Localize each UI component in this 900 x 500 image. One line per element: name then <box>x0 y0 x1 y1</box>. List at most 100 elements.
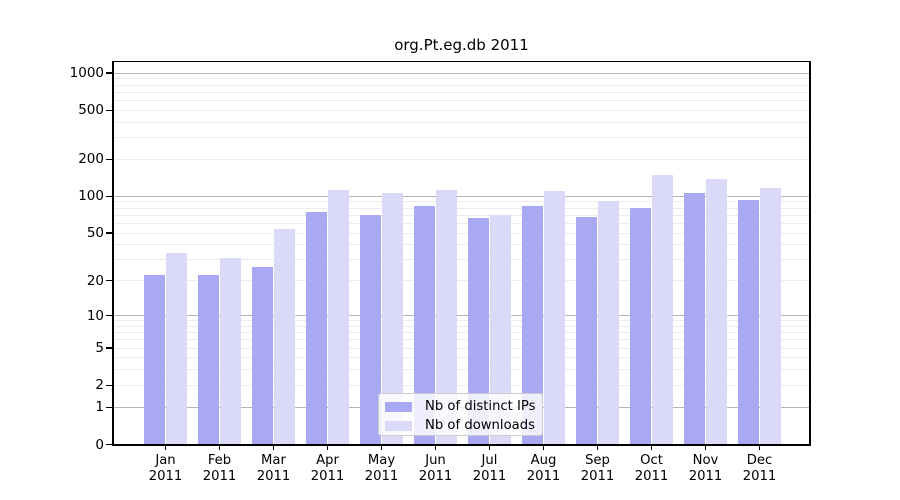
bar-nb-of-distinct-ips <box>575 217 598 444</box>
bar-nb-of-downloads <box>435 189 458 444</box>
x-tick-label: Jan 2011 <box>138 453 194 484</box>
bar-nb-of-distinct-ips <box>359 214 382 444</box>
x-tick-label: Oct 2011 <box>624 453 680 484</box>
major-gridline <box>113 72 809 74</box>
y-tick-label: 1000 <box>69 65 104 82</box>
x-tick-month: Jul <box>481 453 498 468</box>
bar-nb-of-downloads <box>381 193 404 444</box>
x-tick-month: Dec <box>746 453 773 468</box>
x-tick-month: Aug <box>530 453 557 468</box>
x-tick-label: Mar 2011 <box>246 453 302 484</box>
x-tick-month: Jan <box>155 453 176 468</box>
legend: Nb of distinct IPs Nb of downloads <box>378 393 543 436</box>
x-tick-year: 2011 <box>688 468 723 484</box>
y-tick-mark <box>105 384 113 387</box>
bar-nb-of-distinct-ips <box>683 192 706 444</box>
x-tick-label: Sep 2011 <box>570 453 626 484</box>
x-tick-mark <box>434 445 437 450</box>
minor-gridline <box>113 232 809 234</box>
y-tick-label: 1 <box>95 399 104 416</box>
bar-nb-of-distinct-ips <box>197 275 220 444</box>
y-tick-mark <box>105 158 113 160</box>
minor-gridline <box>113 109 809 111</box>
minor-gridline <box>113 280 809 282</box>
x-tick-mark <box>164 445 167 450</box>
x-tick-month: Oct <box>640 453 663 468</box>
y-tick-label: 20 <box>86 272 104 289</box>
minor-gridline <box>113 357 809 359</box>
top-spine <box>112 60 811 63</box>
x-tick-label: Apr 2011 <box>300 453 356 484</box>
bar-nb-of-downloads <box>597 201 620 444</box>
x-tick-year: 2011 <box>742 468 777 484</box>
minor-gridline <box>113 339 809 341</box>
x-tick-label: Jun 2011 <box>408 453 464 484</box>
y-tick-mark <box>105 195 113 197</box>
x-tick-year: 2011 <box>310 468 345 484</box>
y-tick-label: 200 <box>78 151 104 168</box>
y-tick-mark <box>105 280 113 282</box>
x-tick-mark <box>272 445 275 450</box>
x-tick-year: 2011 <box>526 468 561 484</box>
minor-gridline <box>113 244 809 246</box>
x-tick-label: May 2011 <box>354 453 410 484</box>
legend-entry-distinct-ips: Nb of distinct IPs <box>385 398 536 415</box>
legend-swatch-distinct-ips <box>385 401 412 412</box>
x-tick-mark <box>488 445 491 450</box>
major-gridline <box>113 195 809 198</box>
minor-gridline <box>113 222 809 224</box>
y-tick-label: 0 <box>95 436 104 453</box>
bar-nb-of-downloads <box>219 257 242 444</box>
bottom-spine <box>112 444 811 446</box>
y-tick-mark <box>105 232 113 234</box>
y-tick-mark <box>105 72 113 74</box>
x-tick-month: Apr <box>316 453 339 468</box>
x-tick-label: Jul 2011 <box>462 453 518 484</box>
x-tick-year: 2011 <box>472 468 507 484</box>
right-spine <box>809 60 811 446</box>
major-gridline <box>113 315 809 317</box>
x-tick-label: Aug 2011 <box>516 453 572 484</box>
y-tick-label: 2 <box>95 377 104 394</box>
bar-nb-of-downloads <box>759 188 782 444</box>
minor-gridline <box>113 332 809 334</box>
minor-gridline <box>113 259 809 261</box>
legend-label-distinct-ips: Nb of distinct IPs <box>425 399 536 414</box>
minor-gridline <box>113 137 809 139</box>
bar-nb-of-distinct-ips <box>629 207 652 444</box>
minor-gridline <box>113 320 809 322</box>
legend-label-downloads: Nb of downloads <box>425 418 535 433</box>
minor-gridline <box>113 99 809 101</box>
x-tick-month: Jun <box>425 453 446 468</box>
x-tick-label: Dec 2011 <box>732 453 788 484</box>
x-tick-month: Feb <box>207 453 232 468</box>
x-tick-mark <box>326 445 329 450</box>
bar-nb-of-downloads <box>705 178 728 444</box>
minor-gridline <box>113 78 809 80</box>
x-tick-mark <box>542 445 545 450</box>
x-tick-label: Nov 2011 <box>678 453 734 484</box>
x-tick-mark <box>218 445 221 450</box>
x-tick-mark <box>596 445 599 450</box>
bar-nb-of-downloads <box>165 252 188 444</box>
minor-gridline <box>113 207 809 209</box>
x-tick-label: Feb 2011 <box>192 453 248 484</box>
minor-gridline <box>113 201 809 203</box>
minor-gridline <box>113 91 809 93</box>
y-tick-mark <box>105 109 113 111</box>
bar-nb-of-downloads <box>273 228 296 444</box>
minor-gridline <box>113 214 809 216</box>
bar-nb-of-downloads <box>327 189 350 444</box>
y-tick-mark <box>105 314 113 317</box>
y-tick-label: 500 <box>78 102 104 119</box>
y-tick-label: 10 <box>86 307 104 324</box>
bar-nb-of-distinct-ips <box>251 266 274 444</box>
y-tick-label: 50 <box>86 225 104 242</box>
y-tick-label: 100 <box>78 188 104 205</box>
bar-nb-of-distinct-ips <box>467 217 490 444</box>
x-tick-year: 2011 <box>634 468 669 484</box>
x-tick-month: Mar <box>261 453 286 468</box>
y-tick-label: 5 <box>95 340 104 357</box>
minor-gridline <box>113 325 809 327</box>
